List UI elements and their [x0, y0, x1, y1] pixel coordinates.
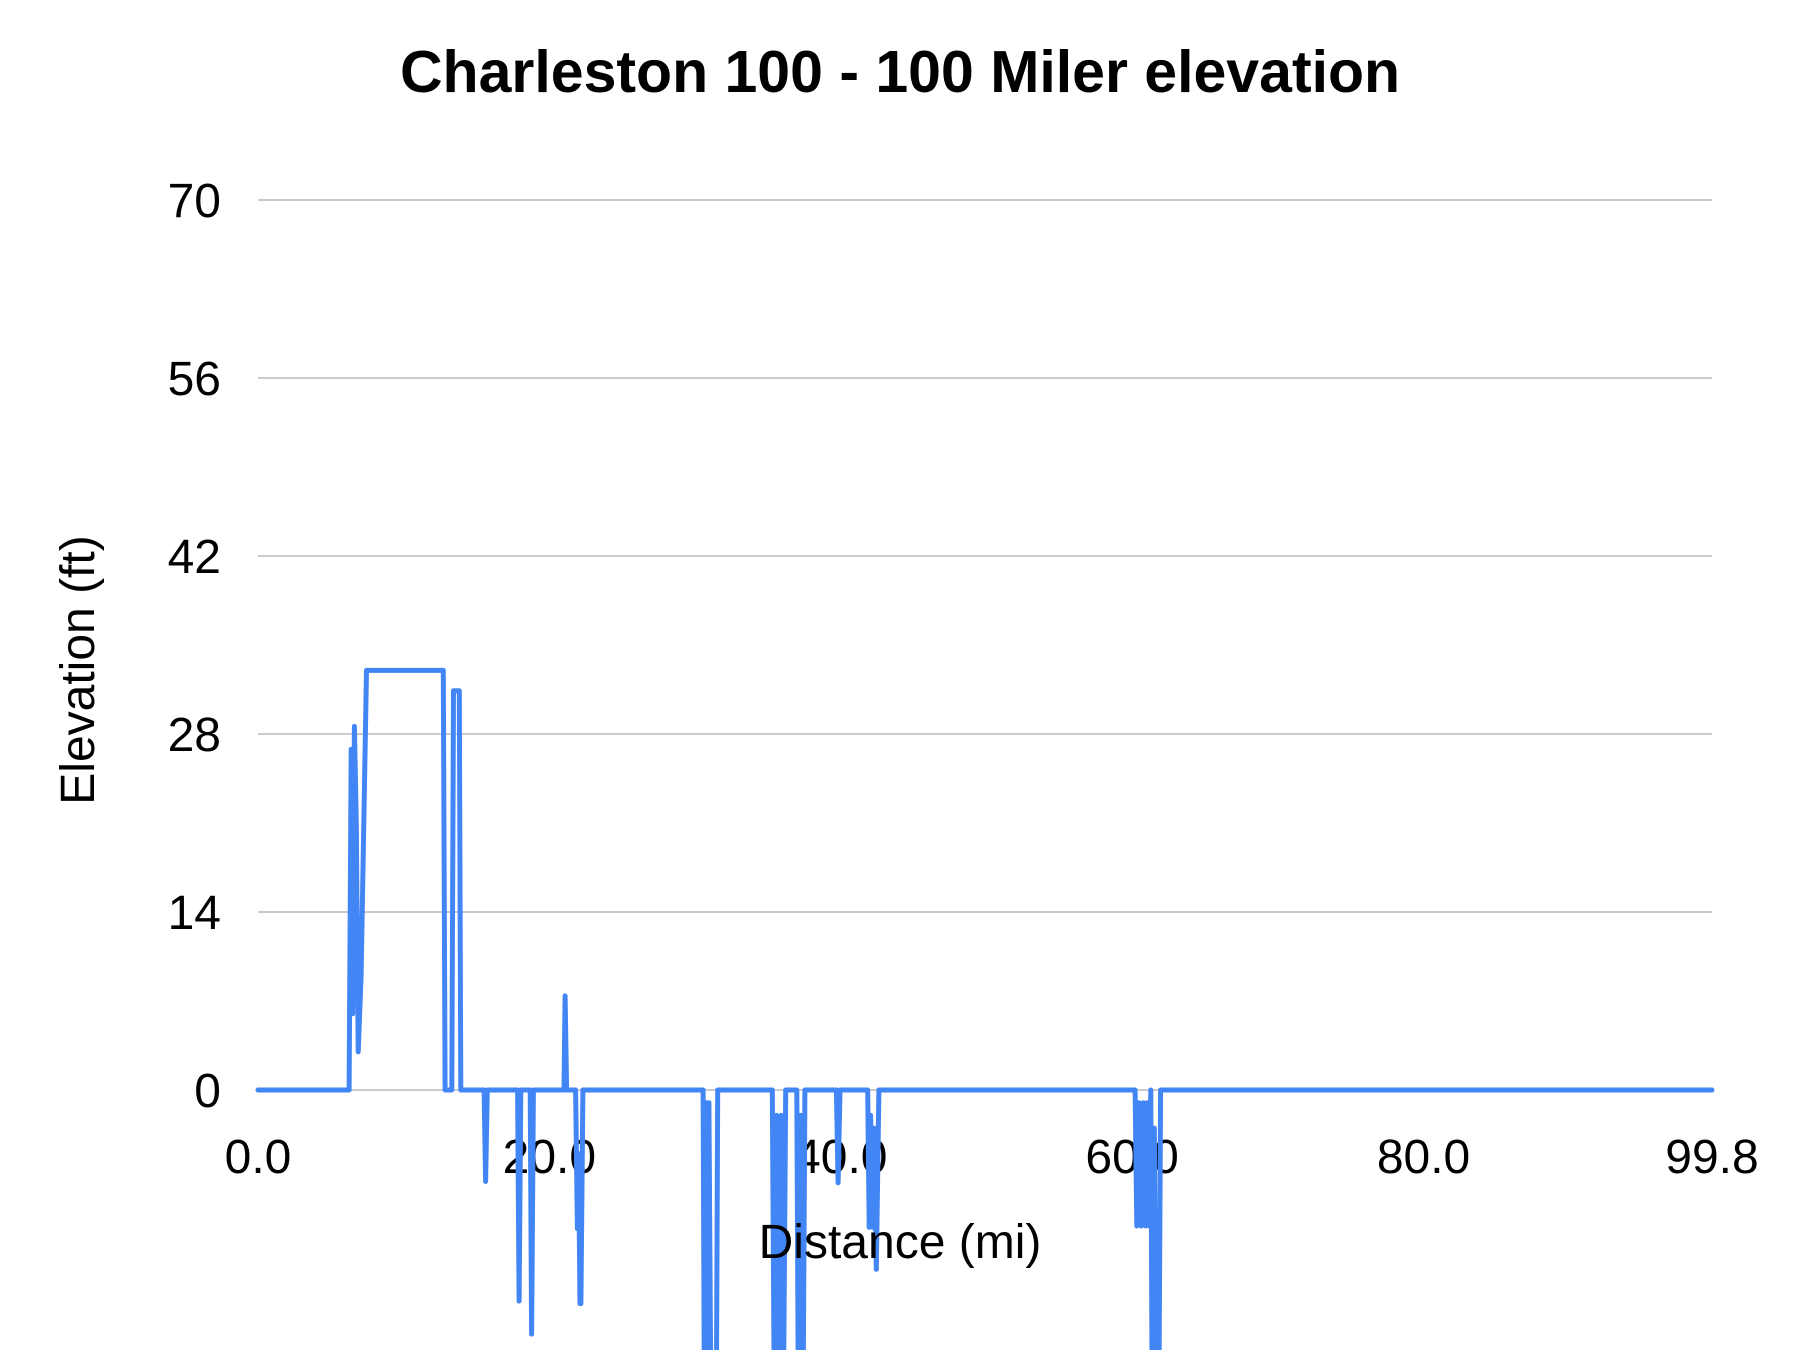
- y-tick-label-28: 28: [168, 709, 221, 762]
- series-line-elevation: [255, 667, 1715, 1350]
- x-tick-label-80.0: 80.0: [1377, 1131, 1470, 1184]
- y-tick-label-0: 0: [194, 1065, 221, 1118]
- x-tick-label-60.0: 60.0: [1085, 1131, 1178, 1184]
- y-tick-label-42: 42: [168, 531, 221, 584]
- gridlines: [258, 199, 1712, 1091]
- x-tick-label-99.8: 99.8: [1665, 1131, 1758, 1184]
- chart-title: Charleston 100 - 100 Miler elevation: [399, 39, 1401, 105]
- y-tick-label-56: 56: [168, 353, 221, 406]
- y-axis-tick-labels: 0 14 28 42 56 70: [168, 175, 221, 1118]
- x-tick-label-0.0: 0.0: [225, 1131, 292, 1184]
- elevation-line-series: [255, 667, 1715, 1350]
- y-tick-label-70: 70: [168, 175, 221, 228]
- x-axis-title: Distance (mi): [758, 1216, 1042, 1269]
- y-axis-title: Elevation (ft): [52, 535, 105, 805]
- x-axis-tick-labels: 0.0 20.0 40.0 60.0 80.0 99.8: [225, 1131, 1759, 1184]
- y-tick-label-14: 14: [168, 887, 221, 940]
